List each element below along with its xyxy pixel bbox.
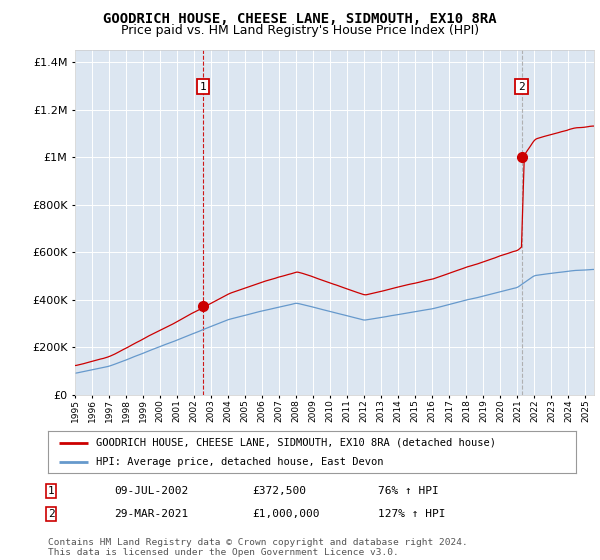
Text: 76% ↑ HPI: 76% ↑ HPI <box>378 486 439 496</box>
Text: 2: 2 <box>47 508 55 519</box>
Text: 127% ↑ HPI: 127% ↑ HPI <box>378 508 445 519</box>
Text: HPI: Average price, detached house, East Devon: HPI: Average price, detached house, East… <box>95 458 383 467</box>
Text: 29-MAR-2021: 29-MAR-2021 <box>114 508 188 519</box>
Text: £1,000,000: £1,000,000 <box>252 508 320 519</box>
Text: Price paid vs. HM Land Registry's House Price Index (HPI): Price paid vs. HM Land Registry's House … <box>121 24 479 36</box>
Text: GOODRICH HOUSE, CHEESE LANE, SIDMOUTH, EX10 8RA (detached house): GOODRICH HOUSE, CHEESE LANE, SIDMOUTH, E… <box>95 438 496 448</box>
Text: Contains HM Land Registry data © Crown copyright and database right 2024.
This d: Contains HM Land Registry data © Crown c… <box>48 538 468 557</box>
Text: 1: 1 <box>200 82 206 92</box>
Text: 2: 2 <box>518 82 525 92</box>
Text: GOODRICH HOUSE, CHEESE LANE, SIDMOUTH, EX10 8RA: GOODRICH HOUSE, CHEESE LANE, SIDMOUTH, E… <box>103 12 497 26</box>
Text: 1: 1 <box>47 486 55 496</box>
Text: 09-JUL-2002: 09-JUL-2002 <box>114 486 188 496</box>
Text: £372,500: £372,500 <box>252 486 306 496</box>
